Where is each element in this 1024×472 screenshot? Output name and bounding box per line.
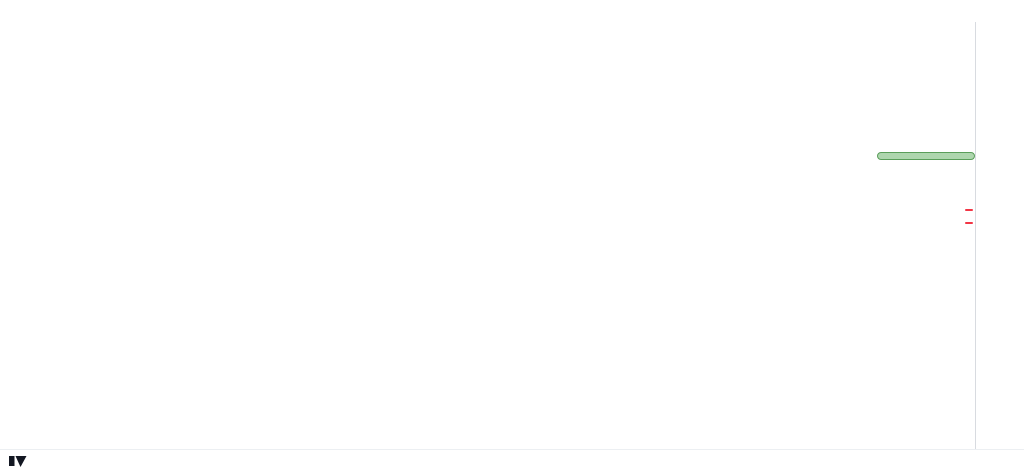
ema-legend-row[interactable] <box>8 52 35 65</box>
support-level-badge <box>977 239 1023 243</box>
key-resistance-callout[interactable] <box>877 152 975 160</box>
footer-bar <box>0 449 1024 472</box>
last-price-badge <box>977 211 1023 215</box>
chart-plot-area[interactable] <box>0 22 975 449</box>
rsi-legend-row[interactable] <box>8 379 26 390</box>
symbol-legend-row[interactable] <box>8 26 35 39</box>
volume-legend-row[interactable] <box>8 39 35 52</box>
chart-canvas[interactable] <box>0 22 975 449</box>
tradingview-logo-icon[interactable] <box>9 454 27 472</box>
chart-legend <box>8 26 35 78</box>
countdown-badge <box>965 221 973 224</box>
price-scale[interactable] <box>975 22 1024 449</box>
volume-legend-row-2[interactable] <box>8 65 35 78</box>
symbol-badge <box>965 209 973 211</box>
